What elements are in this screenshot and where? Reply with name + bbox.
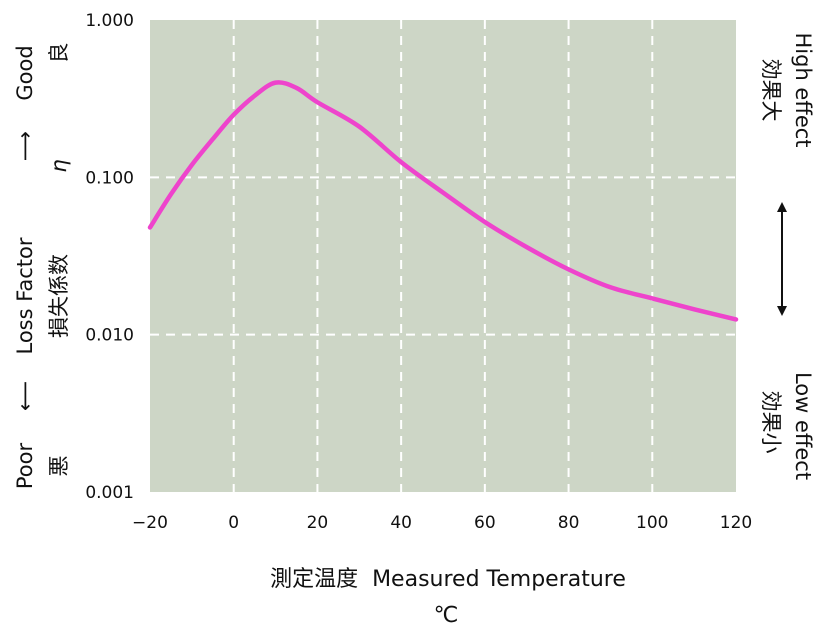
left-english-labels: Good ⟶ Loss Factor ⟵ Poor: [13, 45, 37, 489]
y-tick-label: 0.100: [85, 168, 134, 188]
x-tick-labels: −20 0 20 40 60 80 100 120: [132, 513, 752, 533]
x-axis-title: 測定温度 Measured Temperature: [270, 567, 626, 592]
low-effect-label: Low effect: [791, 372, 815, 480]
poor-label: Poor: [13, 443, 37, 490]
x-tick-label: 0: [228, 513, 239, 533]
poor-label-ja: 悪: [47, 456, 71, 477]
y-tick-labels: 0.001 0.010 0.100 1.000: [85, 11, 134, 503]
x-tick-label: 20: [307, 513, 329, 533]
x-tick-label: 100: [636, 513, 668, 533]
up-arrow-icon: ⟶: [13, 131, 37, 161]
high-effect-label: High effect: [791, 32, 815, 147]
right-japanese-labels: 効果大 効果小: [759, 59, 783, 454]
eta-symbol: η: [47, 159, 71, 172]
x-tick-label: 80: [558, 513, 580, 533]
loss-factor-curve: [147, 80, 739, 322]
x-tick-label: 60: [474, 513, 496, 533]
double-arrow-icon: [777, 202, 787, 316]
high-effect-label-ja: 効果大: [759, 59, 783, 122]
down-arrow-icon: ⟵: [13, 381, 37, 411]
y-tick-label: 1.000: [85, 11, 134, 31]
good-label-ja: 良: [47, 43, 71, 64]
loss-factor-label-ja: 損失係数: [47, 254, 71, 338]
y-tick-label: 0.010: [85, 326, 134, 346]
plot-area: [150, 20, 736, 492]
x-tick-label: 120: [720, 513, 752, 533]
grid-lines: [150, 20, 736, 492]
right-english-labels: High effect Low effect: [791, 32, 815, 480]
x-axis-unit: ℃: [434, 603, 459, 628]
x-tick-label: 40: [390, 513, 412, 533]
low-effect-label-ja: 効果小: [759, 391, 783, 454]
left-japanese-labels: 良 η 損失係数 悪: [47, 43, 71, 477]
y-tick-label: 0.001: [85, 483, 134, 503]
good-label: Good: [13, 45, 37, 100]
loss-factor-label: Loss Factor: [13, 237, 37, 354]
x-tick-label: −20: [132, 513, 168, 533]
